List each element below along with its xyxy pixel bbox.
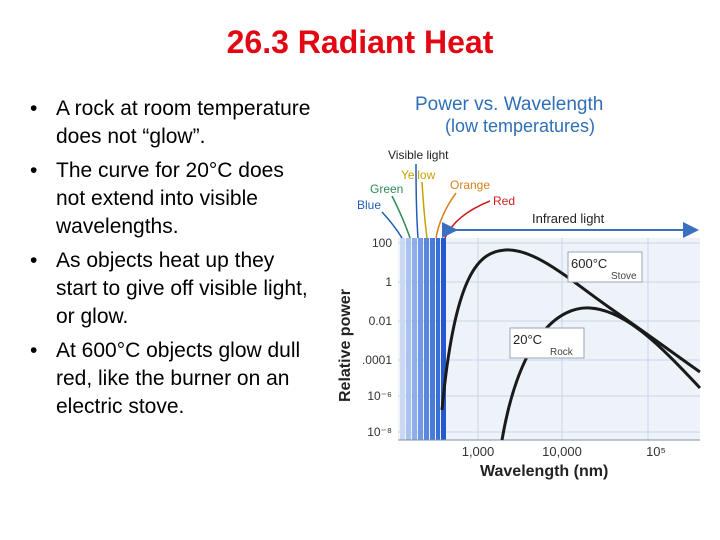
y-axis-label: Relative power bbox=[337, 289, 354, 402]
y-tick-label: 100 bbox=[372, 236, 392, 250]
bullet-item: • A rock at room temperature does not “g… bbox=[30, 95, 315, 151]
x-axis-label: Wavelength (nm) bbox=[480, 463, 608, 480]
figure-subtitle: (low temperatures) bbox=[445, 116, 595, 136]
bullet-text: As objects heat up they start to give of… bbox=[56, 249, 308, 328]
rock-20c-curve bbox=[500, 306, 702, 441]
color-pointer-lines bbox=[381, 163, 491, 239]
bullet-dot: • bbox=[30, 97, 38, 120]
bullet-item: • As objects heat up they start to give … bbox=[30, 247, 315, 331]
visible-light-band bbox=[400, 238, 446, 440]
rock-curve-label: 20°C Rock bbox=[509, 327, 585, 359]
x-tick-label: 10⁵ bbox=[646, 444, 666, 459]
x-tick-label: 10,000 bbox=[542, 444, 582, 459]
stove-600c-curve bbox=[440, 248, 701, 411]
infrared-label: Infrared light bbox=[532, 211, 605, 226]
bullet-text: The curve for 20°C does not extend into … bbox=[56, 159, 284, 238]
power-wavelength-figure: Power vs. Wavelength (low temperatures) bbox=[330, 80, 720, 500]
bullet-dot: • bbox=[30, 249, 38, 272]
y-tick-label: .0001 bbox=[362, 353, 392, 367]
orange-label: Orange bbox=[450, 178, 490, 192]
visible-light-label: Visible light bbox=[388, 148, 449, 162]
stove-curve-label: 600°C Stove bbox=[567, 251, 643, 283]
blue-label: Blue bbox=[357, 198, 381, 212]
y-tick-label: 10⁻⁶ bbox=[367, 389, 392, 403]
bullet-item: • At 600°C objects glow dull red, like t… bbox=[30, 337, 315, 421]
y-tick-label: 10⁻⁸ bbox=[367, 425, 392, 439]
bullet-text: A rock at room temperature does not “glo… bbox=[56, 97, 311, 148]
stove-temp-label: 600°C bbox=[571, 256, 607, 271]
x-tick-label: 1,000 bbox=[462, 444, 495, 459]
bullet-list: • A rock at room temperature does not “g… bbox=[30, 95, 315, 427]
figure-title: Power vs. Wavelength bbox=[415, 94, 603, 115]
bullet-item: • The curve for 20°C does not extend int… bbox=[30, 157, 315, 241]
rock-temp-label: 20°C bbox=[513, 332, 542, 347]
figure-svg: Power vs. Wavelength (low temperatures) bbox=[337, 94, 702, 480]
green-label: Green bbox=[370, 182, 403, 196]
slide-title: 26.3 Radiant Heat bbox=[226, 24, 494, 60]
y-tick-label: 1 bbox=[385, 275, 392, 289]
yellow-label: Yellow bbox=[401, 168, 436, 182]
rock-name-label: Rock bbox=[550, 347, 574, 358]
y-tick-label: 0.01 bbox=[369, 314, 393, 328]
bullet-dot: • bbox=[30, 339, 38, 362]
red-label: Red bbox=[493, 194, 515, 208]
bullet-dot: • bbox=[30, 159, 38, 182]
stove-name-label: Stove bbox=[611, 271, 637, 282]
bullet-text: At 600°C objects glow dull red, like the… bbox=[56, 339, 301, 418]
